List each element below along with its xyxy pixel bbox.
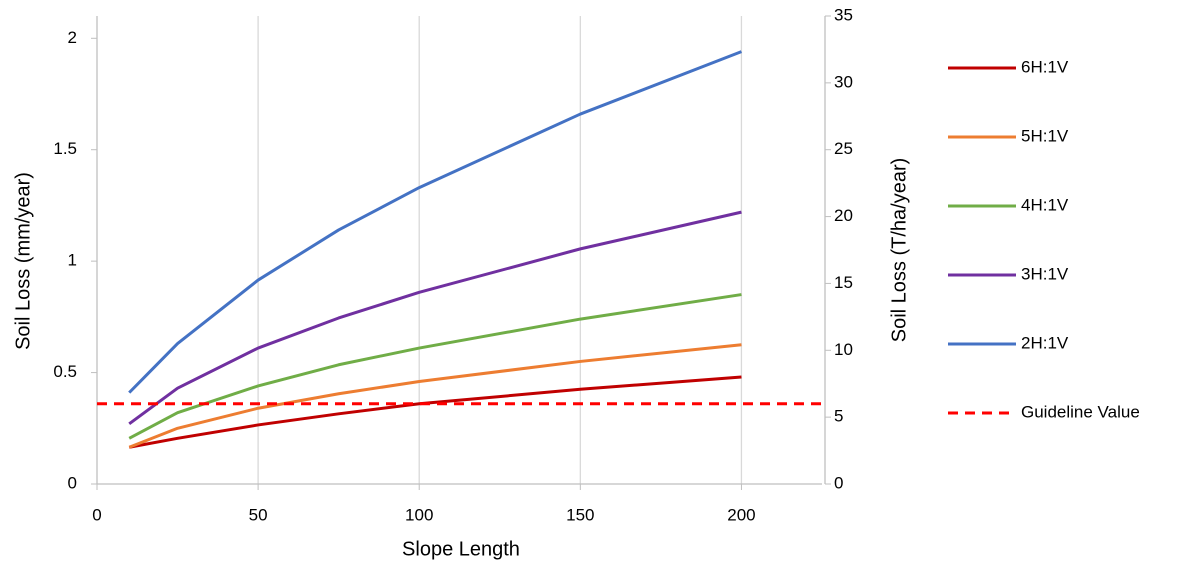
y-axis-title: Soil Loss (mm/year) [12, 172, 34, 350]
legend-label: Guideline Value [1021, 402, 1140, 421]
y-tick-label: 0 [68, 473, 77, 492]
x-tick-label: 100 [405, 505, 433, 524]
legend-label: 2H:1V [1021, 333, 1069, 352]
series-line [128, 50, 742, 394]
legend-label: 3H:1V [1021, 264, 1069, 283]
x-axis-title: Slope Length [402, 538, 520, 560]
y2-tick-label: 20 [834, 206, 853, 225]
y2-tick-label: 5 [834, 407, 843, 426]
legend-label: 5H:1V [1021, 126, 1069, 145]
y2-tick-label: 0 [834, 473, 843, 492]
series-line [128, 343, 742, 449]
y-tick-label: 1 [68, 251, 77, 270]
y-tick-label: 2 [68, 28, 77, 47]
x-tick-label: 0 [92, 505, 101, 524]
x-tick-label: 200 [727, 505, 755, 524]
y2-tick-label: 30 [834, 72, 853, 91]
y2-tick-label: 15 [834, 273, 853, 292]
series-line [128, 375, 742, 449]
legend-label: 6H:1V [1021, 57, 1069, 76]
series-line [128, 293, 742, 440]
y-tick-label: 1.5 [53, 139, 77, 158]
series-line [128, 210, 742, 426]
y2-tick-label: 10 [834, 340, 853, 359]
legend-label: 4H:1V [1021, 195, 1069, 214]
x-tick-label: 150 [566, 505, 594, 524]
y2-tick-label: 25 [834, 139, 853, 158]
y-tick-label: 0.5 [53, 362, 77, 381]
x-tick-label: 50 [249, 505, 268, 524]
y2-axis-title: Soil Loss (T/ha/year) [888, 158, 910, 343]
y2-tick-label: 35 [834, 5, 853, 24]
